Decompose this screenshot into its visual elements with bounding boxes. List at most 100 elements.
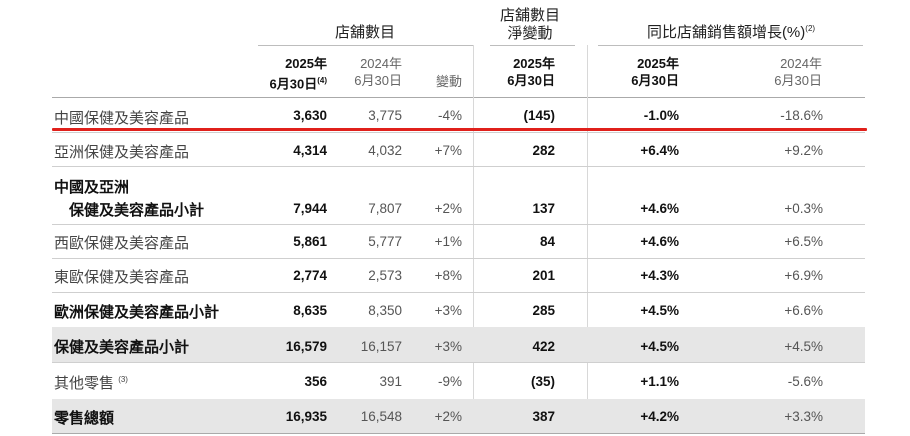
row-label: 東歐保健及美容產品 [54, 269, 190, 286]
cell-change: +8% [434, 268, 462, 283]
header-net-change-line2: 淨變動 [507, 25, 553, 42]
cell-change: +2% [434, 201, 462, 216]
subheader-col4-date: 6月30日 [507, 73, 555, 88]
subheader-col6-date: 6月30日 [774, 73, 822, 88]
subheader-col6: 2024年 6月30日 [740, 55, 822, 89]
cell-2025-count: 5,861 [293, 234, 327, 249]
row-label: 其他零售 (3) [54, 372, 128, 393]
cell-2025-growth: +6.4% [640, 143, 679, 158]
cell-2025-count: 16,935 [285, 409, 327, 424]
cell-change: -4% [437, 108, 462, 123]
cell-net-change: (145) [523, 108, 555, 123]
cell-change: +3% [434, 303, 462, 318]
cell-2025-growth: +4.6% [640, 201, 679, 216]
row-label-text: 其他零售 [54, 375, 115, 392]
subheader-col4-year: 2025年 [513, 56, 555, 71]
column-divider-1 [473, 45, 474, 433]
subheader-col1-date: 6月30日 [269, 76, 318, 92]
footnote-2: (2) [805, 24, 816, 33]
footnote-4: (4) [317, 76, 327, 85]
cell-2024-count: 3,775 [368, 108, 402, 123]
table-row-eastern-europe: 東歐保健及美容產品 2,774 2,573 +8% 201 +4.3% +6.9… [52, 258, 865, 293]
cell-2024-count: 5,777 [368, 234, 402, 249]
cell-2024-growth: +6.6% [784, 303, 823, 318]
row-label-line2: 保健及美容產品小計 [69, 202, 205, 219]
table-row-china-asia-subtotal: 中國及亞洲 保健及美容產品小計 7,944 7,807 +2% 137 +4.6… [52, 166, 865, 225]
header-sales-growth-text: 同比店舖銷售額增長(%) [646, 24, 806, 41]
subheader-col2-year: 2024年 [360, 56, 402, 71]
row-label: 保健及美容產品小計 [54, 339, 190, 356]
cell-2025-count: 4,314 [293, 143, 327, 158]
subheader-col6-year: 2024年 [780, 56, 822, 71]
subheader-col3: 變動 [435, 74, 462, 89]
subheader-col1: 2025年 6月30日(4) [240, 55, 327, 92]
header-sales-growth: 同比店舖銷售額增長(%)(2) [600, 21, 862, 42]
cell-2025-count: 8,635 [293, 303, 327, 318]
cell-2024-count: 16,548 [360, 409, 402, 424]
cell-net-change: 387 [532, 409, 555, 424]
cell-2025-count: 16,579 [285, 339, 327, 354]
cell-2025-growth: +4.5% [640, 339, 679, 354]
cell-change: +3% [434, 339, 462, 354]
cell-2024-growth: -5.6% [787, 374, 823, 389]
footnote-3: (3) [118, 375, 128, 384]
table-row-china: 中國保健及美容產品 3,630 3,775 -4% (145) -1.0% -1… [52, 98, 865, 133]
cell-2025-growth: -1.0% [643, 108, 679, 123]
cell-2024-growth: +9.2% [784, 143, 823, 158]
row-label: 亞洲保健及美容產品 [54, 144, 190, 161]
subheader-col5-date: 6月30日 [631, 73, 679, 88]
cell-change: +7% [434, 143, 462, 158]
highlight-underline [52, 128, 867, 131]
table-row-other-retail: 其他零售 (3) 356 391 -9% (35) +1.1% -5.6% [52, 362, 865, 400]
row-label: 西歐保健及美容產品 [54, 235, 190, 252]
column-divider-2 [587, 45, 588, 433]
header-net-change-line1: 店舖數目 [499, 7, 560, 24]
cell-2024-growth: +6.5% [784, 234, 823, 249]
cell-2024-growth: +3.3% [784, 409, 823, 424]
cell-2025-count: 7,944 [293, 201, 327, 216]
cell-2024-count: 8,350 [368, 303, 402, 318]
row-label: 中國及亞洲 [54, 179, 130, 196]
header-rule-group3 [598, 45, 863, 46]
cell-2024-count: 7,807 [368, 201, 402, 216]
header-rule-group1 [258, 45, 473, 46]
cell-2025-growth: +4.3% [640, 268, 679, 283]
header-rule-group2 [490, 45, 575, 46]
cell-2025-growth: +4.2% [640, 409, 679, 424]
subheader-col2-date: 6月30日 [354, 73, 402, 88]
table-row-europe-subtotal: 歐洲保健及美容產品小計 8,635 8,350 +3% 285 +4.5% +6… [52, 292, 865, 328]
row-label: 中國保健及美容產品 [54, 110, 190, 127]
cell-2024-growth: +0.3% [784, 201, 823, 216]
cell-net-change: 137 [532, 201, 555, 216]
cell-net-change: (35) [530, 374, 555, 389]
table-row-asia: 亞洲保健及美容產品 4,314 4,032 +7% 282 +6.4% +9.2… [52, 132, 865, 167]
table-row-western-europe: 西歐保健及美容產品 5,861 5,777 +1% 84 +4.6% +6.5% [52, 224, 865, 259]
cell-2024-growth: +6.9% [784, 268, 823, 283]
cell-change: -9% [437, 374, 462, 389]
header-store-count: 店舖數目 [334, 24, 395, 41]
cell-net-change: 84 [539, 234, 555, 249]
row-label: 歐洲保健及美容產品小計 [54, 304, 220, 321]
cell-2024-count: 4,032 [368, 143, 402, 158]
cell-2025-count: 356 [304, 374, 327, 389]
cell-2025-growth: +4.5% [640, 303, 679, 318]
header-bottom-rule [52, 97, 865, 98]
cell-2024-growth: -18.6% [780, 108, 823, 123]
subheader-col5: 2025年 6月30日 [600, 55, 679, 89]
cell-change: +2% [434, 409, 462, 424]
cell-2024-count: 16,157 [360, 339, 402, 354]
cell-2025-count: 2,774 [293, 268, 327, 283]
cell-2025-count: 3,630 [293, 108, 327, 123]
cell-net-change: 422 [532, 339, 555, 354]
cell-2024-growth: +4.5% [784, 339, 823, 354]
table-row-retail-total: 零售總額 16,935 16,548 +2% 387 +4.2% +3.3% [52, 399, 865, 434]
subheader-col1-year: 2025年 [285, 56, 327, 71]
cell-net-change: 285 [532, 303, 555, 318]
cell-2024-count: 391 [379, 374, 402, 389]
subheader-col4: 2025年 6月30日 [480, 55, 555, 89]
cell-net-change: 201 [532, 268, 555, 283]
cell-change: +1% [434, 234, 462, 249]
cell-net-change: 282 [532, 143, 555, 158]
subheader-col5-year: 2025年 [637, 56, 679, 71]
cell-2025-growth: +1.1% [640, 374, 679, 389]
